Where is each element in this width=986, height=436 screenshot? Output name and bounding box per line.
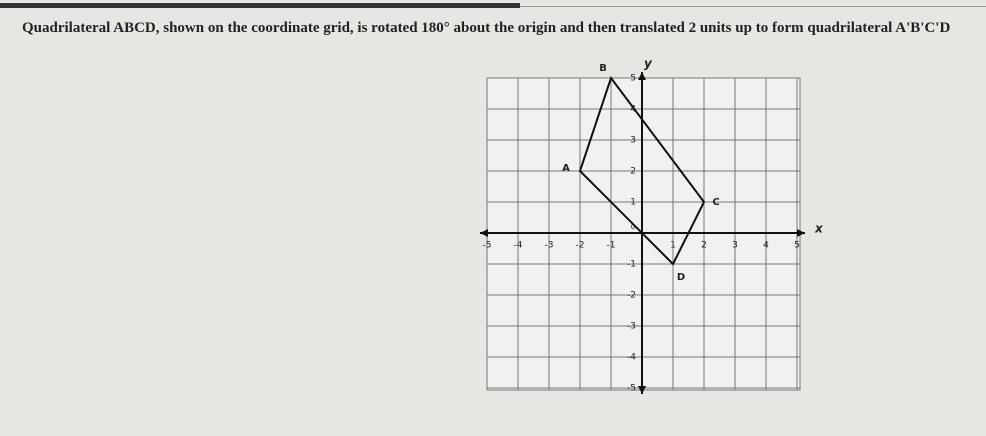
- x-tick-label: -3: [545, 241, 554, 251]
- x-tick-label: -1: [607, 241, 616, 251]
- y-tick-label: 3: [630, 136, 636, 146]
- quadrilateral: [578, 75, 706, 266]
- x-tick-label: -4: [514, 241, 523, 251]
- y-axis-label: y: [644, 57, 653, 71]
- vertex-label: B: [599, 63, 607, 74]
- x-tick-label: 2: [701, 241, 707, 251]
- x-tick-label: 1: [670, 241, 676, 251]
- x-tick-label: 5: [794, 241, 800, 251]
- vertex-label: C: [712, 197, 719, 208]
- y-tick-label: -4: [627, 353, 636, 363]
- y-tick-label: 2: [630, 167, 636, 177]
- vertex-label: D: [677, 272, 685, 283]
- y-tick-label: -1: [627, 260, 636, 270]
- origin-label: 0: [631, 223, 635, 231]
- x-axis-label: x: [814, 222, 824, 236]
- y-tick-label: 4: [630, 105, 636, 115]
- question-text: Quadrilateral ABCD, shown on the coordin…: [22, 20, 951, 36]
- y-tick-label: 5: [630, 74, 636, 84]
- x-tick-label: -2: [576, 241, 585, 251]
- x-tick-label: 3: [732, 241, 738, 251]
- x-tick-label: 4: [763, 241, 769, 251]
- vertex-label: A: [562, 163, 570, 174]
- y-tick-label: 1: [630, 198, 636, 208]
- y-tick-label: -2: [627, 291, 636, 301]
- x-tick-label: -5: [483, 241, 492, 251]
- y-tick-label: -3: [627, 322, 636, 332]
- y-tick-label: -5: [627, 384, 636, 394]
- top-bar: [0, 3, 520, 8]
- top-rule: [520, 6, 986, 7]
